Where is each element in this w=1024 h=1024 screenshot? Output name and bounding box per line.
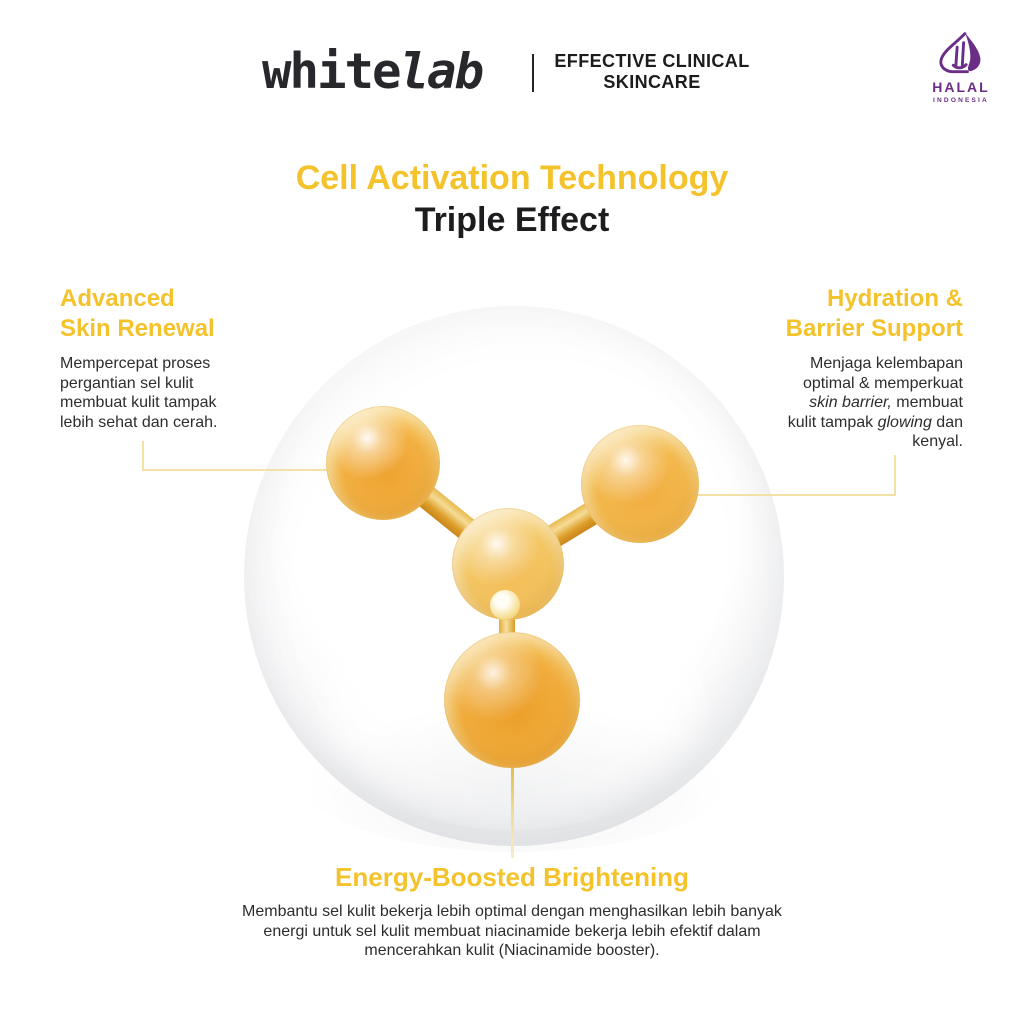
halal-label: HALAL (932, 79, 990, 95)
molecule-sphere-top-left (326, 406, 440, 520)
whitelab-logo-lab: lab (399, 43, 485, 100)
feature-bottom-heading: Energy-Boosted Brightening (335, 862, 689, 892)
feature-right-heading-line1: Hydration & (826, 285, 963, 312)
header-divider (532, 54, 534, 92)
feature-left-heading-line1: Advanced (60, 285, 175, 312)
feature-energy-boosted-brightening: Energy-Boosted Brightening Membantu sel … (0, 861, 1024, 961)
halal-sublabel: INDONESIA (933, 97, 989, 104)
feature-right-body-italic1: skin barrier, (809, 394, 892, 411)
feature-right-body: Menjaga kelembapan optimal & memperkuat … (783, 354, 963, 452)
molecule-sphere-top-right (581, 425, 699, 543)
callout-line-right-vertical (894, 455, 896, 496)
title-line2: Triple Effect (414, 201, 610, 239)
whitelab-logo-white: white (262, 43, 402, 100)
brand-tagline: EFFECTIVE CLINICAL SKINCARE (544, 51, 760, 93)
callout-line-right-horizontal (698, 494, 896, 496)
feature-right-body-part2: membuat kulit tampak (787, 394, 963, 431)
tagline-line1: EFFECTIVE CLINICAL (554, 51, 750, 71)
molecule-bead (490, 590, 520, 620)
callout-line-left-horizontal (142, 469, 350, 471)
feature-hydration-barrier-support: Hydration & Barrier Support Menjaga kele… (723, 284, 963, 452)
halal-gunungan-icon (939, 32, 981, 74)
feature-left-heading: Advanced Skin Renewal (60, 284, 270, 344)
title-line1: Cell Activation Technology (295, 159, 729, 197)
callout-line-bottom-vertical (511, 760, 514, 858)
feature-left-body: Mempercepat proses pergantian sel kulit … (60, 355, 218, 431)
feature-right-heading: Hydration & Barrier Support (723, 284, 963, 344)
feature-left-heading-line2: Skin Renewal (60, 315, 215, 342)
tagline-line2: SKINCARE (603, 72, 701, 92)
halal-indonesia-logo: HALAL INDONESIA (924, 28, 998, 104)
main-title: Cell Activation Technology Triple Effect (0, 157, 1024, 241)
feature-right-heading-line2: Barrier Support (785, 315, 963, 342)
molecule-sphere-bottom (444, 632, 580, 768)
feature-right-body-part3: dan kenyal. (912, 413, 963, 451)
feature-bottom-body: Membantu sel kulit bekerja lebih optimal… (242, 903, 782, 959)
feature-right-body-part1: Menjaga kelembapan optimal & memperkuat (802, 355, 963, 392)
feature-advanced-skin-renewal: Advanced Skin Renewal Mempercepat proses… (60, 284, 270, 432)
whitelab-logo: whitelab (262, 43, 485, 100)
callout-line-left-vertical (142, 441, 144, 471)
feature-right-body-italic2: glowing (877, 413, 932, 431)
